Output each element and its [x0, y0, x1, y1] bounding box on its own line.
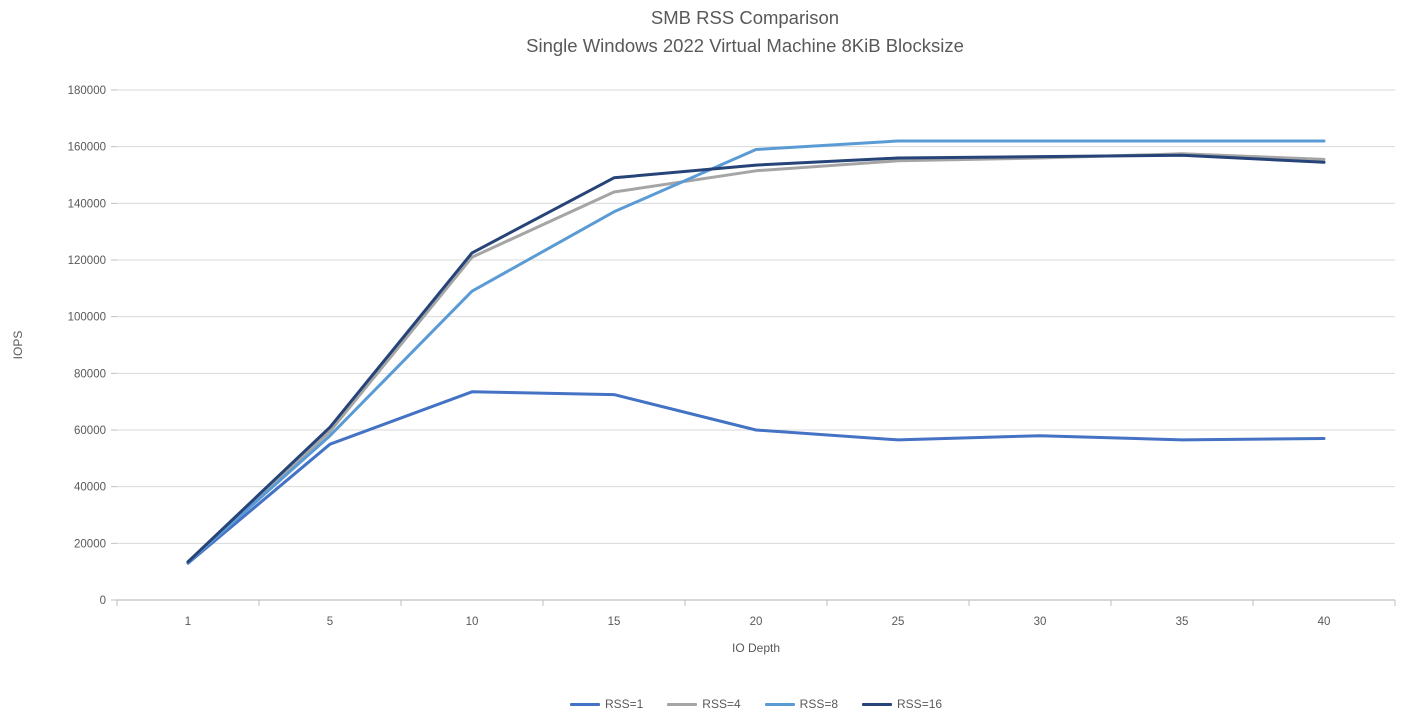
- legend-item-rss-1: RSS=1: [569, 697, 644, 711]
- y-tick-label: 140000: [68, 198, 106, 210]
- legend-swatch: [667, 702, 698, 706]
- legend-label: RSS=4: [702, 697, 741, 711]
- legend-item-rss-16: RSS=16: [862, 697, 942, 711]
- y-tick-label: 80000: [74, 368, 106, 380]
- y-tick-label: 120000: [68, 255, 106, 267]
- y-tick-label: 20000: [74, 538, 106, 550]
- x-tick-label: 5: [327, 616, 333, 628]
- y-axis-title: IOPS: [11, 331, 25, 360]
- legend-item-rss-8: RSS=8: [764, 697, 839, 711]
- legend-swatch: [862, 702, 893, 706]
- series-line-rss-8: [186, 139, 1326, 564]
- x-tick-label: 15: [608, 616, 621, 628]
- y-tick-label: 40000: [74, 482, 106, 494]
- x-axis-title: IO Depth: [732, 641, 780, 655]
- series-line-rss-1: [186, 390, 1326, 565]
- x-tick-label: 10: [466, 616, 479, 628]
- series-line-rss-16: [186, 153, 1326, 564]
- x-tick-label: 30: [1034, 616, 1047, 628]
- y-tick-label: 0: [100, 595, 106, 607]
- x-tick-label: 20: [750, 616, 763, 628]
- x-tick-label: 35: [1176, 616, 1189, 628]
- x-tick-label: 25: [892, 616, 905, 628]
- y-tick-label: 160000: [68, 142, 106, 154]
- legend-label: RSS=16: [897, 697, 943, 711]
- y-tick-label: 180000: [68, 85, 106, 97]
- x-tick-label: 1: [185, 616, 191, 628]
- legend-label: RSS=8: [799, 697, 839, 711]
- chart-subtitle: Single Windows 2022 Virtual Machine 8KiB…: [526, 35, 964, 56]
- legend-swatch: [569, 702, 600, 706]
- chart-title-block: SMB RSS Comparison Single Windows 2022 V…: [106, 4, 1384, 60]
- legend-item-rss-4: RSS=4: [667, 697, 741, 711]
- y-tick-label: 100000: [68, 312, 106, 324]
- chart-legend: RSS=1 RSS=4 RSS=8 RSS=16: [117, 692, 1395, 716]
- legend-swatch: [764, 702, 795, 706]
- legend-label: RSS=1: [604, 697, 644, 711]
- y-tick-label: 60000: [74, 425, 106, 437]
- chart-title: SMB RSS Comparison: [650, 7, 840, 28]
- series-line-rss-4: [186, 152, 1326, 564]
- x-tick-label: 40: [1318, 616, 1331, 628]
